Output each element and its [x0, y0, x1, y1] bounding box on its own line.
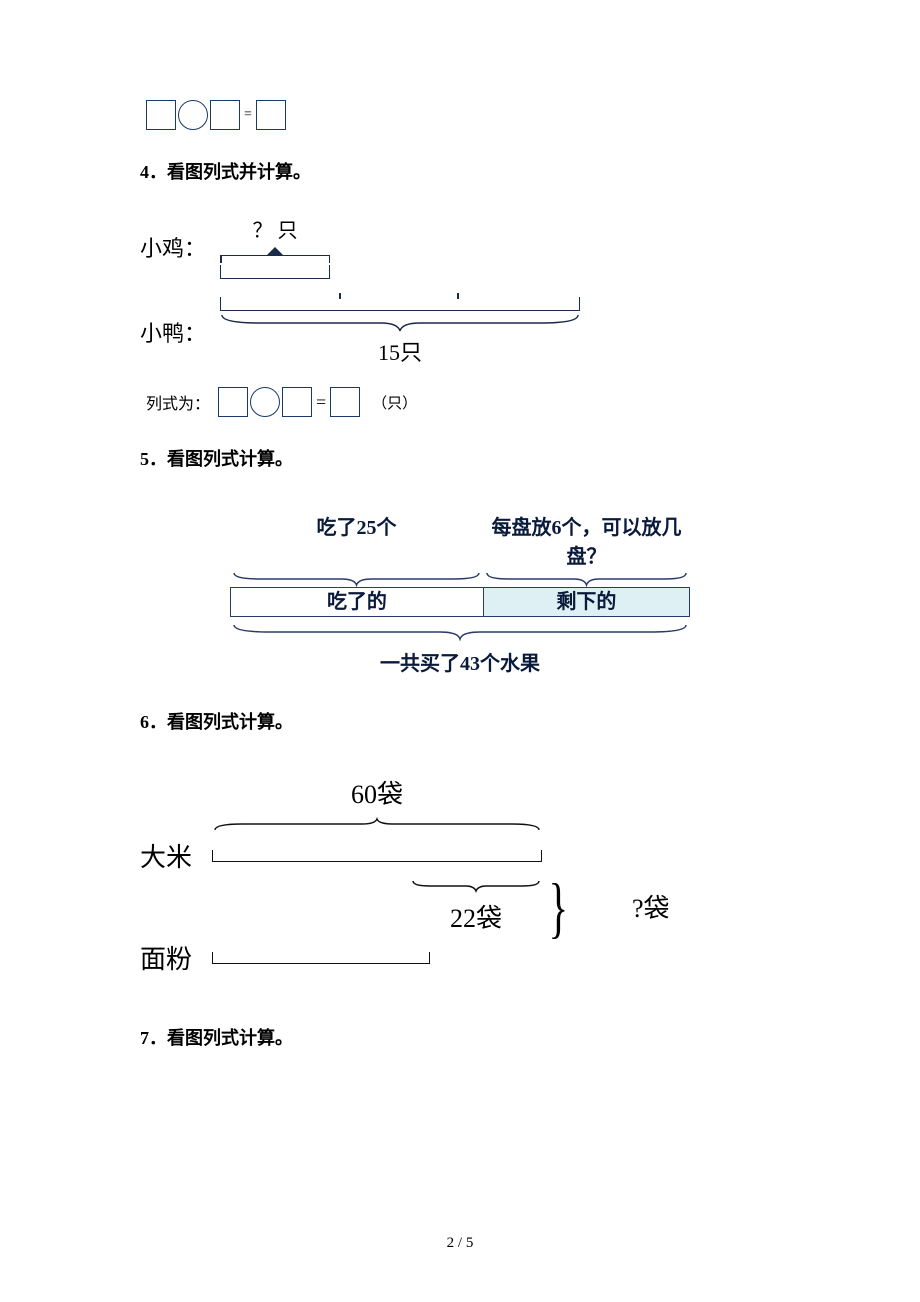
blank-square[interactable] — [330, 387, 360, 417]
q5-diagram: 吃了25个 每盘放6个，可以放几盘？ 吃了的 剩下的 一共买了43个水果 — [230, 511, 690, 676]
q4-duck-bar — [220, 297, 580, 311]
q7-title: 7．看图列式计算。 — [140, 1024, 780, 1050]
q4-equation-prefix: 列式为： — [146, 390, 210, 414]
q4-duck-label: 小鸭： — [140, 316, 220, 348]
blank-square[interactable] — [282, 387, 312, 417]
q5-brace-total — [230, 621, 690, 641]
q5-bar: 吃了的 剩下的 — [230, 587, 690, 617]
q6-diagram: 60袋 大米 } ?袋 22袋 面粉 — [140, 774, 780, 976]
q5-eaten-label: 吃了25个 — [230, 511, 483, 569]
blank-circle[interactable] — [250, 387, 280, 417]
q6-rice-label: 大米 — [140, 837, 212, 874]
q5-bar-left: 吃了的 — [231, 588, 483, 616]
q4-unit: （只） — [372, 392, 417, 413]
q5-total-label: 一共买了43个水果 — [230, 647, 690, 676]
q4-chick-bar — [220, 265, 330, 279]
equals-sign: = — [316, 392, 326, 413]
blank-square[interactable] — [146, 100, 176, 130]
page-number: 2 / 5 — [0, 1235, 920, 1252]
q4-chick-brace — [220, 245, 330, 265]
q3-equation-row: = — [146, 100, 780, 130]
q5-perplate-label: 每盘放6个，可以放几盘？ — [483, 511, 690, 569]
q6-rice-count: 60袋 — [212, 774, 542, 811]
blank-square[interactable] — [210, 100, 240, 130]
q4-diagram: 小鸡： ？ 只 小鸭： 15只 — [140, 214, 780, 367]
q4-duck-count: 15只 — [220, 335, 580, 367]
q6-flour-diff: 22袋 — [212, 898, 542, 935]
blank-circle[interactable] — [178, 100, 208, 130]
q6-question-label: ?袋 — [632, 888, 684, 925]
q6-rice-bar — [212, 850, 542, 862]
q6-flour-label: 面粉 — [140, 939, 212, 976]
q6-diff-brace — [410, 878, 542, 894]
q5-brace-right — [483, 569, 690, 587]
q4-duck-brace — [220, 313, 580, 333]
q5-title: 5．看图列式计算。 — [140, 445, 780, 471]
q6-flour-bar — [212, 952, 430, 964]
q4-unknown-label: ？ 只 — [220, 214, 330, 243]
blank-square[interactable] — [256, 100, 286, 130]
q5-bar-right: 剩下的 — [483, 588, 689, 616]
q4-title: 4．看图列式并计算。 — [140, 158, 780, 184]
equals-sign: = — [244, 107, 252, 123]
q4-equation-row: 列式为： = （只） — [146, 387, 780, 417]
q5-brace-left — [230, 569, 483, 587]
q6-title: 6．看图列式计算。 — [140, 708, 780, 734]
q6-side-brace: } — [542, 875, 632, 939]
q6-rice-brace — [212, 817, 542, 833]
blank-square[interactable] — [218, 387, 248, 417]
q4-chick-label: 小鸡： — [140, 231, 220, 263]
